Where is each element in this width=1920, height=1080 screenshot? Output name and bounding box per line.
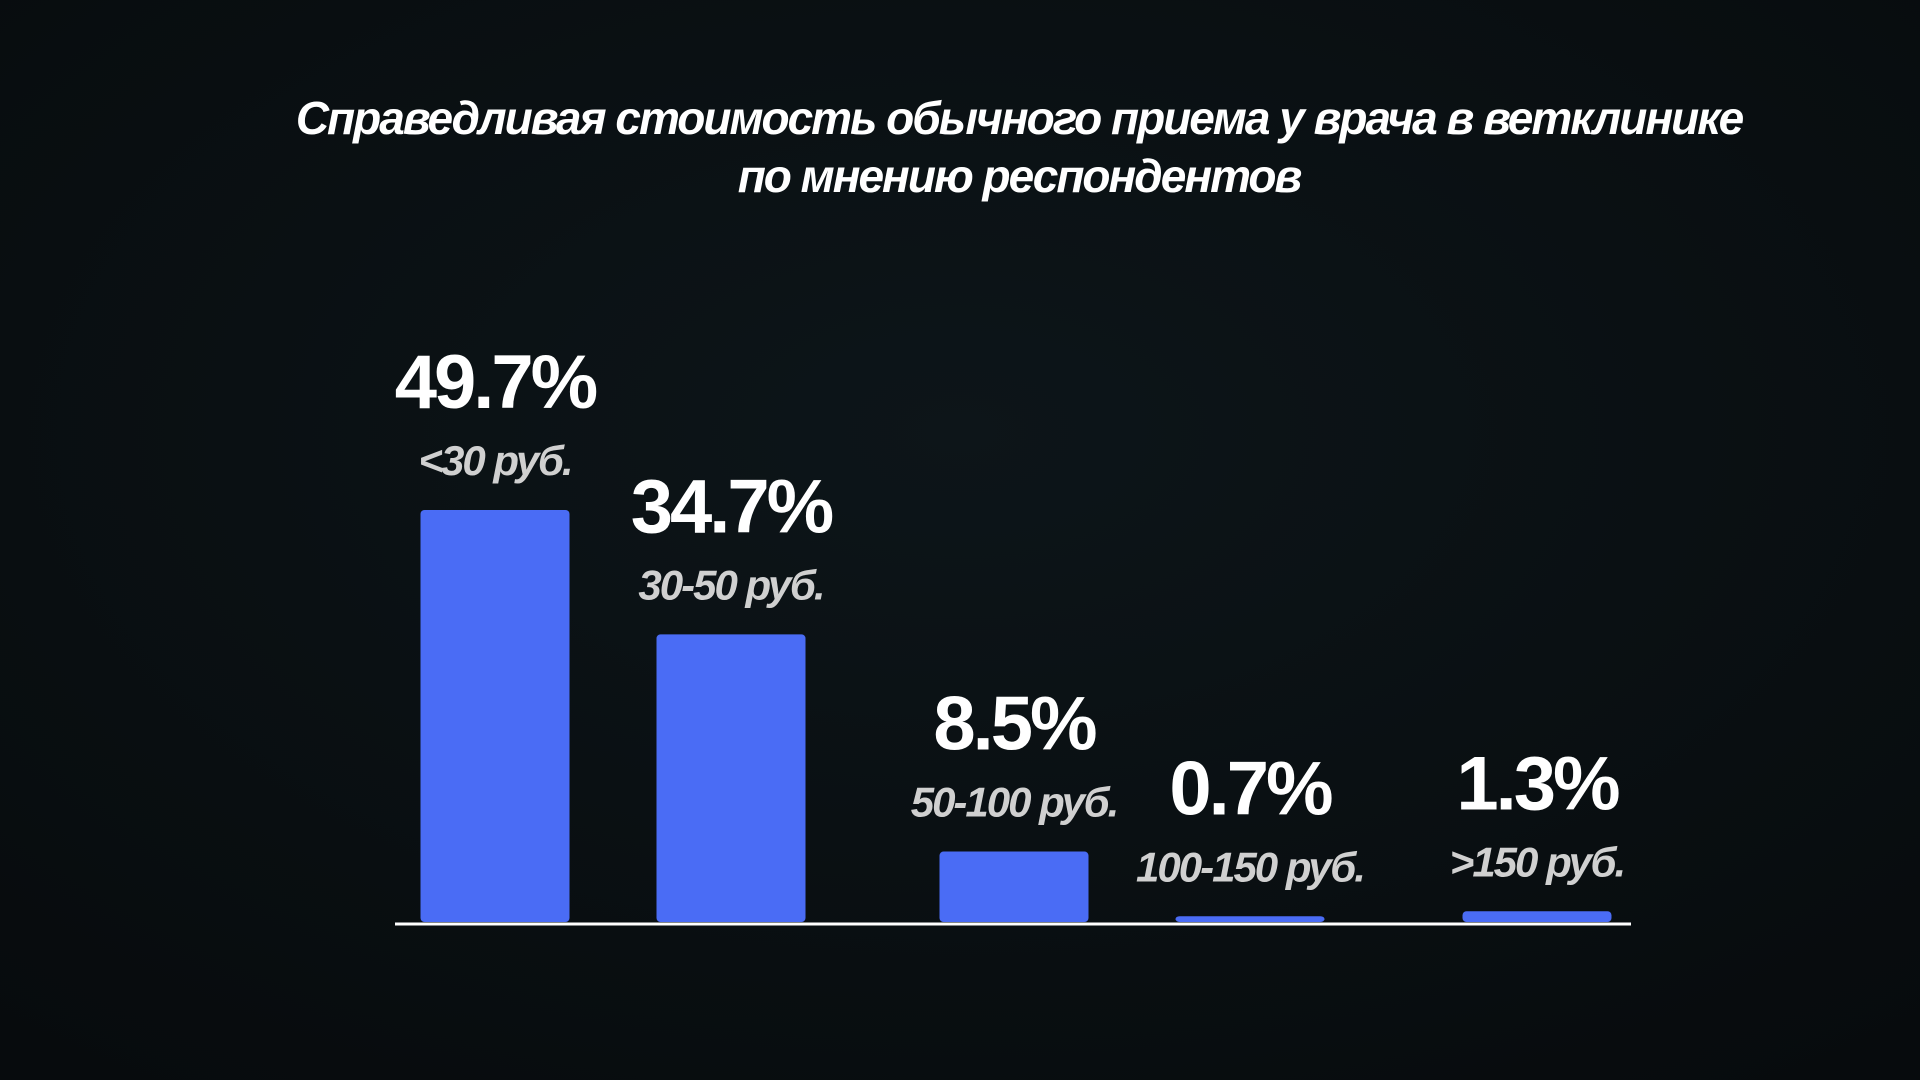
bar [1462, 911, 1612, 922]
value-label: 0.7% [1169, 746, 1332, 831]
value-label: 1.3% [1456, 741, 1619, 826]
category-label: 100-150 руб. [1136, 843, 1364, 890]
category-label: 30-50 руб. [638, 561, 823, 608]
bar [1175, 916, 1325, 922]
category-label: >150 руб. [1450, 838, 1624, 885]
value-label: 8.5% [933, 682, 1096, 767]
bar [420, 510, 570, 922]
chart-title: Справедливая стоимость обычного приема у… [296, 92, 1744, 144]
bar [656, 634, 806, 922]
category-label: 50-100 руб. [911, 779, 1118, 826]
chart-title: по мнению респондентов [738, 150, 1302, 202]
value-label: 34.7% [631, 464, 833, 549]
bar [939, 851, 1089, 922]
category-label: <30 руб. [418, 437, 571, 484]
value-label: 49.7% [395, 340, 597, 425]
